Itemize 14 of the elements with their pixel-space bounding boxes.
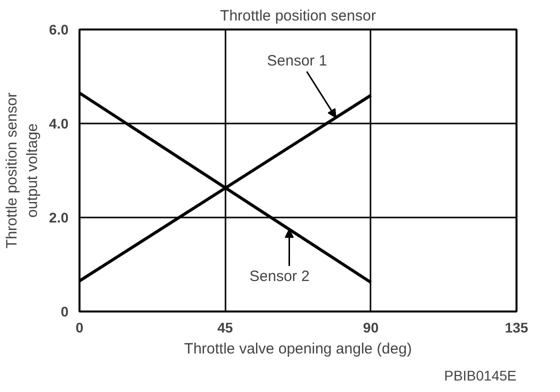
- y-tick-label: 6.0: [49, 22, 69, 38]
- y-tick-label: 4.0: [49, 116, 69, 132]
- x-tick-label: 45: [217, 320, 234, 336]
- chart-title: Throttle position sensor: [220, 8, 376, 24]
- text: PBIB0145E: [444, 368, 517, 384]
- series-label: Sensor 2: [250, 268, 310, 285]
- x-axis-title: Throttle valve opening angle (deg): [184, 340, 412, 358]
- y-tick-label: 2.0: [49, 210, 69, 226]
- y-axis-title: Throttle position sensor output voltage: [4, 92, 42, 248]
- x-tick-label: 0: [76, 320, 84, 336]
- y-tick-label: 0: [60, 304, 69, 320]
- x-tick-label: 90: [363, 320, 379, 336]
- x-tick-label: 135: [504, 320, 528, 336]
- text: Sensor 1: [267, 52, 328, 70]
